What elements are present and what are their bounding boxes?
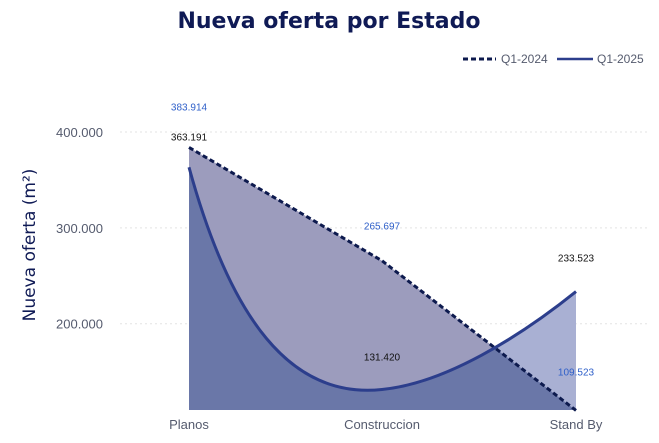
legend-label-q1-2024: Q1-2024 xyxy=(501,52,548,66)
legend[interactable]: Q1-2024 Q1-2025 xyxy=(463,52,644,66)
chart-title: Nueva oferta por Estado xyxy=(177,9,480,34)
y-tick-label: 200.000 xyxy=(56,317,103,332)
data-label-q1-2024: 383.914 xyxy=(171,102,208,113)
data-labels: 383.914 265.697 109.523 363.191 131.420 233.5… xyxy=(171,102,595,378)
x-axis-ticks: Planos Construccion Stand By xyxy=(169,417,603,432)
y-tick-label: 400.000 xyxy=(56,125,103,140)
y-tick-label: 300.000 xyxy=(56,221,103,236)
area-overlap xyxy=(189,167,576,410)
legend-label-q1-2025: Q1-2025 xyxy=(597,52,644,66)
series-lines xyxy=(187,146,577,412)
x-tick-label: Construccion xyxy=(344,417,420,432)
data-label-q1-2025: 363.191 xyxy=(171,132,208,143)
line-q1-2024 xyxy=(188,146,577,412)
x-tick-label: Stand By xyxy=(550,417,603,432)
area-q1-2024 xyxy=(189,147,576,411)
y-axis-label: Nueva oferta (m²) xyxy=(20,169,40,322)
data-label-q1-2024: 109.523 xyxy=(558,367,595,378)
x-tick-label: Planos xyxy=(169,417,209,432)
data-label-q1-2024: 265.697 xyxy=(364,222,401,233)
series-areas xyxy=(189,147,576,411)
data-label-q1-2025: 233.523 xyxy=(558,254,595,265)
y-axis-ticks: 200.000 300.000 400.000 xyxy=(56,125,103,332)
data-label-q1-2025: 131.420 xyxy=(364,352,401,363)
line-q1-2025 xyxy=(187,166,577,392)
